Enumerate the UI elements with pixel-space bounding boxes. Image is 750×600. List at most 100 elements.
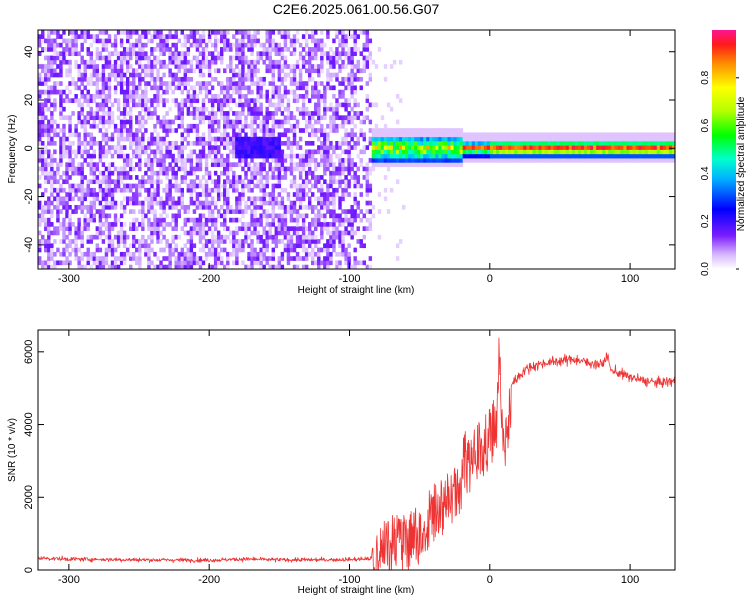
- heatmap-cell: [392, 128, 397, 133]
- heatmap-cell: [101, 85, 106, 91]
- heatmap-cell: [89, 98, 93, 103]
- heatmap-cell: [59, 51, 63, 57]
- heatmap-cell: [411, 145, 415, 150]
- heatmap-cell: [65, 42, 69, 48]
- heatmap-cell: [517, 145, 521, 150]
- heatmap-cell: [250, 145, 254, 150]
- heatmap-cell: [41, 132, 45, 138]
- heatmap-cell: [38, 140, 42, 146]
- heatmap-cell: [132, 192, 136, 197]
- heatmap-cell: [274, 158, 279, 163]
- heatmap-cell: [86, 34, 90, 39]
- heatmap-cell: [62, 115, 66, 121]
- heatmap-cell: [135, 183, 139, 189]
- heatmap-cell: [295, 209, 300, 214]
- heatmap-cell: [168, 256, 172, 261]
- heatmap-cell: [411, 132, 415, 138]
- heatmap-cell: [456, 158, 461, 163]
- heatmap-cell: [220, 111, 224, 116]
- spectrogram-ytick-label: 40: [23, 46, 35, 58]
- heatmap-cell: [44, 166, 48, 172]
- heatmap-cell: [235, 115, 239, 121]
- heatmap-cell: [135, 119, 139, 125]
- heatmap-cell: [511, 149, 515, 155]
- heatmap-cell: [65, 200, 69, 206]
- heatmap-cell: [162, 34, 166, 39]
- heatmap-cell: [177, 251, 181, 257]
- heatmap-cell: [74, 226, 78, 231]
- heatmap-cell: [250, 179, 254, 185]
- heatmap-cell: [265, 128, 269, 133]
- heatmap-cell: [398, 158, 403, 163]
- heatmap-cell: [359, 119, 363, 125]
- heatmap-cell: [571, 136, 576, 142]
- heatmap-cell: [89, 72, 93, 78]
- heatmap-cell: [398, 153, 403, 159]
- heatmap-cell: [80, 106, 84, 112]
- heatmap-cell: [138, 222, 142, 227]
- heatmap-cell: [326, 239, 330, 244]
- heatmap-cell: [68, 115, 72, 121]
- heatmap-cell: [119, 51, 124, 57]
- heatmap-cell: [174, 158, 178, 163]
- heatmap-cell: [116, 55, 121, 61]
- heatmap-cell: [314, 119, 318, 125]
- heatmap-cell: [280, 76, 285, 82]
- heatmap-cell: [353, 175, 357, 180]
- heatmap-cell: [201, 98, 206, 103]
- heatmap-cell: [89, 55, 93, 61]
- heatmap-cell: [159, 196, 163, 202]
- heatmap-cell: [505, 140, 509, 146]
- heatmap-cell: [92, 68, 97, 74]
- heatmap-cell: [295, 140, 300, 146]
- heatmap-cell: [368, 158, 373, 163]
- heatmap-cell: [50, 123, 54, 129]
- heatmap-cell: [56, 209, 60, 214]
- heatmap-cell: [226, 136, 230, 142]
- heatmap-cell: [335, 102, 339, 108]
- heatmap-cell: [605, 145, 609, 150]
- heatmap-cell: [189, 187, 194, 193]
- heatmap-cell: [265, 256, 269, 261]
- heatmap-cell: [353, 89, 357, 95]
- heatmap-cell: [59, 196, 63, 202]
- heatmap-cell: [210, 115, 215, 121]
- heatmap-cell: [580, 149, 585, 155]
- heatmap-cell: [347, 158, 351, 163]
- heatmap-cell: [459, 158, 464, 163]
- heatmap-cell: [213, 234, 218, 240]
- heatmap-cell: [326, 222, 330, 227]
- heatmap-cell: [226, 42, 230, 48]
- heatmap-cell: [168, 243, 172, 249]
- heatmap-cell: [56, 30, 60, 35]
- heatmap-cell: [265, 209, 269, 214]
- heatmap-cell: [220, 38, 224, 44]
- heatmap-cell: [241, 42, 245, 48]
- heatmap-cell: [341, 81, 345, 86]
- heatmap-cell: [83, 72, 87, 78]
- heatmap-cell: [165, 85, 169, 91]
- heatmap-cell: [235, 132, 239, 138]
- heatmap-cell: [62, 128, 66, 133]
- heatmap-cell: [298, 94, 303, 99]
- heatmap-cell: [83, 136, 87, 142]
- heatmap-cell: [125, 38, 130, 44]
- heatmap-cell: [423, 132, 427, 138]
- heatmap-cell: [59, 64, 63, 69]
- heatmap-cell: [247, 76, 251, 82]
- heatmap-cell: [50, 68, 54, 74]
- heatmap-cell: [274, 94, 279, 99]
- heatmap-cell: [593, 145, 597, 150]
- heatmap-cell: [171, 72, 175, 78]
- heatmap-cell: [192, 68, 197, 74]
- heatmap-cell: [71, 34, 75, 39]
- heatmap-cell: [326, 204, 330, 210]
- heatmap-cell: [474, 140, 479, 146]
- heatmap-cell: [189, 149, 194, 155]
- heatmap-cell: [238, 111, 242, 116]
- heatmap-cell: [641, 149, 646, 155]
- heatmap-cell: [159, 30, 163, 35]
- heatmap-cell: [101, 106, 106, 112]
- heatmap-cell: [229, 149, 233, 155]
- heatmap-cell: [50, 230, 54, 236]
